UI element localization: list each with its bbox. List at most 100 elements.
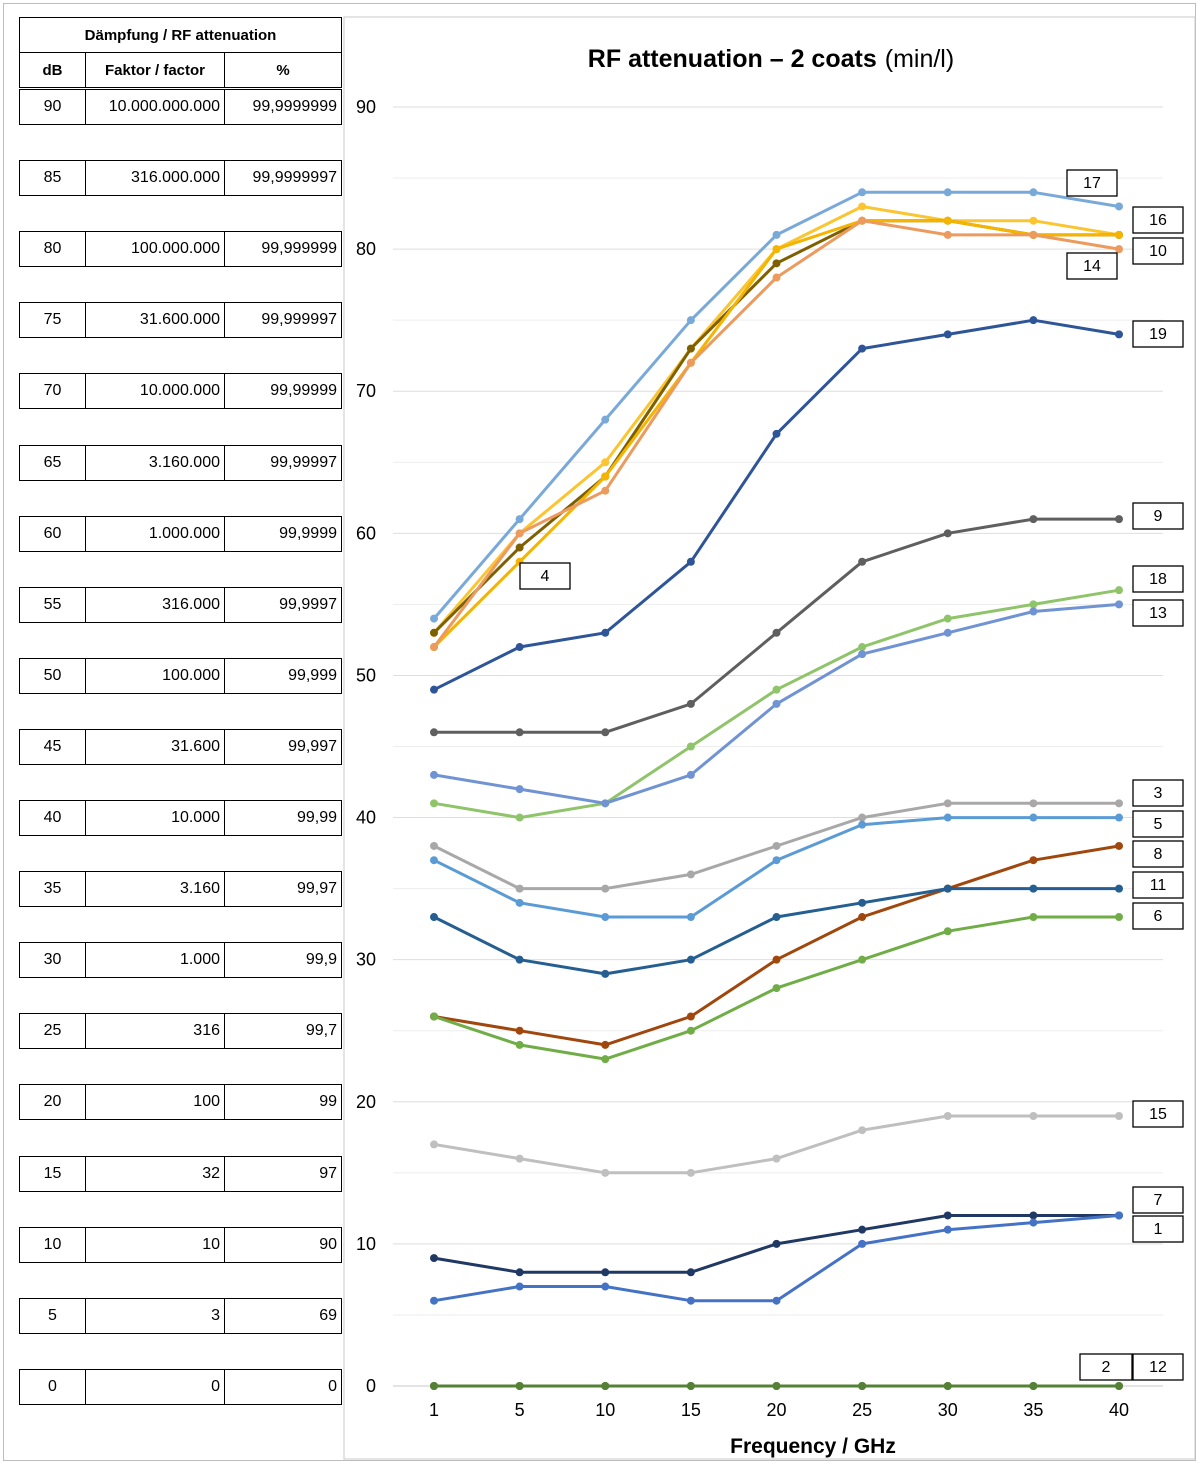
data-point bbox=[1115, 841, 1123, 850]
series-line bbox=[432, 1114, 1121, 1175]
data-point bbox=[858, 650, 867, 659]
data-point bbox=[1029, 600, 1038, 609]
table-percent-cell: 99,999997 bbox=[224, 302, 342, 339]
data-point bbox=[1029, 1211, 1038, 1220]
data-point bbox=[858, 344, 867, 353]
data-point bbox=[858, 188, 867, 197]
series-label-text: 19 bbox=[1149, 326, 1167, 343]
table-percent-cell: 99,9999999 bbox=[224, 89, 342, 125]
data-point bbox=[430, 770, 438, 779]
data-point bbox=[943, 529, 952, 538]
data-point bbox=[943, 799, 952, 808]
data-point bbox=[686, 770, 695, 779]
data-point bbox=[772, 856, 781, 865]
series-label-18: 18 bbox=[1132, 565, 1184, 593]
data-point bbox=[601, 1055, 610, 1064]
data-point bbox=[515, 1154, 524, 1163]
y-tick-label: 10 bbox=[356, 1234, 376, 1254]
series-1 bbox=[430, 1211, 1123, 1305]
table-percent-cell: 99,99 bbox=[224, 800, 342, 836]
table-percent-cell: 99,99999 bbox=[224, 373, 342, 410]
series-18 bbox=[430, 586, 1123, 822]
data-point bbox=[1029, 913, 1038, 922]
series-label-text: 12 bbox=[1149, 1359, 1167, 1376]
data-point bbox=[430, 799, 438, 808]
data-point bbox=[515, 1040, 524, 1049]
data-point bbox=[430, 628, 438, 637]
data-point bbox=[515, 728, 524, 737]
data-point bbox=[1115, 245, 1123, 254]
data-point bbox=[943, 1225, 952, 1234]
data-point bbox=[515, 529, 524, 538]
series-label-text: 15 bbox=[1149, 1106, 1167, 1123]
series-label-1: 1 bbox=[1132, 1215, 1184, 1243]
table-percent-cell: 99,997 bbox=[224, 728, 342, 765]
series-label-box bbox=[1132, 779, 1184, 807]
series-label-text: 18 bbox=[1149, 571, 1167, 588]
data-point bbox=[601, 1040, 610, 1049]
gridlines bbox=[393, 106, 1163, 1387]
data-point bbox=[772, 699, 781, 708]
table-percent-cell: 90 bbox=[224, 1226, 342, 1263]
x-tick-label: 1 bbox=[429, 1400, 439, 1420]
series-label-box bbox=[1066, 169, 1118, 197]
data-point bbox=[515, 1282, 524, 1291]
series-label-box bbox=[1132, 565, 1184, 593]
series-label-10: 10 bbox=[1132, 237, 1184, 265]
series-label-box bbox=[519, 562, 571, 590]
data-point bbox=[858, 913, 867, 922]
data-point bbox=[858, 1382, 867, 1390]
series-lines bbox=[430, 188, 1123, 1390]
y-tick-label: 90 bbox=[356, 97, 376, 117]
data-point bbox=[858, 955, 867, 964]
series-label-15: 15 bbox=[1132, 1100, 1184, 1128]
data-point bbox=[943, 1111, 952, 1120]
data-point bbox=[430, 1254, 438, 1263]
data-point bbox=[772, 685, 781, 694]
data-point bbox=[772, 230, 781, 239]
data-point bbox=[430, 841, 438, 850]
plot-area-border bbox=[343, 16, 1196, 1460]
data-point bbox=[943, 927, 952, 936]
series-label-box bbox=[1132, 810, 1184, 838]
y-tick-label: 30 bbox=[356, 950, 376, 970]
data-point bbox=[1115, 230, 1123, 239]
series-label-text: 2 bbox=[1102, 1359, 1111, 1376]
x-tick-label: 20 bbox=[766, 1400, 786, 1420]
data-point bbox=[943, 884, 952, 893]
data-point bbox=[515, 1026, 524, 1035]
x-tick-label: 40 bbox=[1109, 1400, 1129, 1420]
data-point bbox=[686, 1026, 695, 1035]
data-point bbox=[601, 415, 610, 424]
data-point bbox=[943, 188, 952, 197]
data-point bbox=[943, 628, 952, 637]
series-8 bbox=[430, 841, 1123, 1049]
series-label-box bbox=[1079, 1353, 1133, 1381]
data-point bbox=[1029, 884, 1038, 893]
data-point bbox=[601, 472, 610, 481]
data-point bbox=[858, 898, 867, 907]
series-line bbox=[432, 190, 1121, 621]
data-point bbox=[515, 643, 524, 652]
data-point bbox=[601, 1168, 610, 1177]
series-12 bbox=[430, 1382, 1123, 1390]
data-point bbox=[515, 955, 524, 964]
series-label-8: 8 bbox=[1132, 840, 1184, 868]
data-point bbox=[1029, 607, 1038, 616]
data-point bbox=[686, 344, 695, 353]
data-point bbox=[1115, 813, 1123, 822]
data-point bbox=[1115, 913, 1123, 922]
series-label-2: 2 bbox=[1079, 1353, 1133, 1381]
series-11 bbox=[430, 884, 1123, 978]
data-point bbox=[1115, 884, 1123, 893]
data-point bbox=[601, 1382, 610, 1390]
data-point bbox=[858, 643, 867, 652]
data-point bbox=[1029, 188, 1038, 197]
data-point bbox=[1115, 330, 1123, 339]
series-9 bbox=[430, 515, 1123, 737]
data-point bbox=[430, 1012, 438, 1021]
y-axis-ticks: 0 10 20 30 40 50 60 70 80 90 bbox=[356, 97, 376, 1396]
data-point bbox=[1029, 799, 1038, 808]
data-point bbox=[1029, 230, 1038, 239]
